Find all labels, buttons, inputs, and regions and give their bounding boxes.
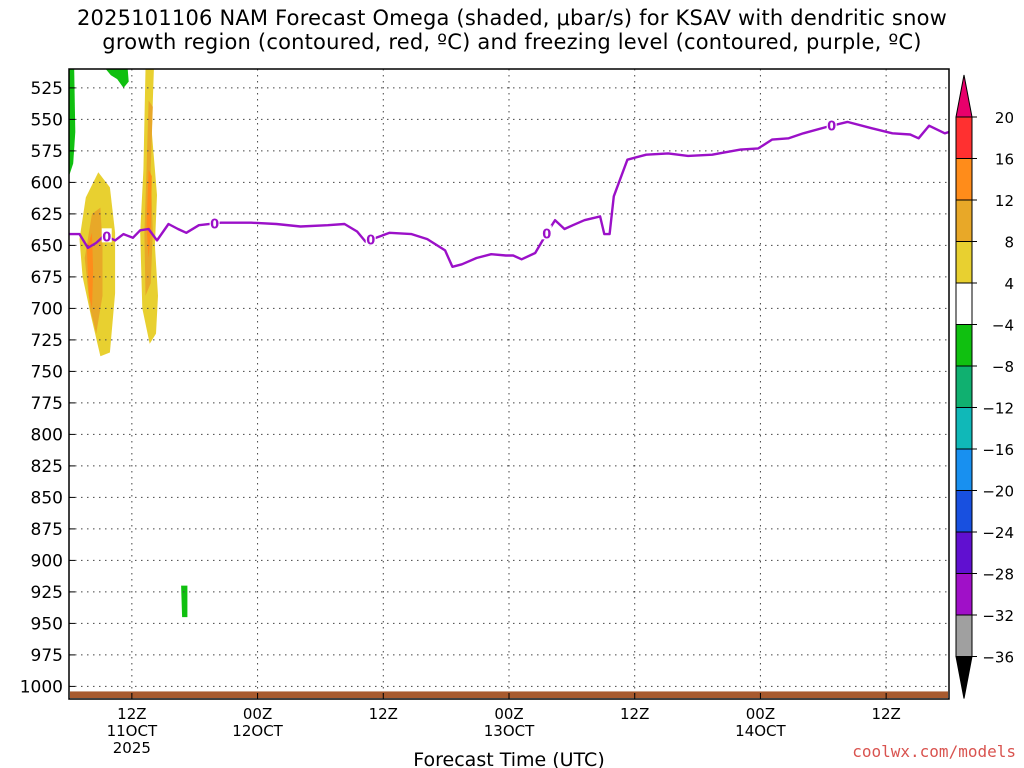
colorbar-swatch <box>955 365 973 408</box>
y-tick-label: 650 <box>31 236 63 256</box>
colorbar-label: −32 <box>982 607 1014 625</box>
y-axis: 525 550 575 600 625 650 675 700 725 750 775 800 825 8… <box>20 79 75 697</box>
y-tick-label: 675 <box>31 268 63 288</box>
colorbar-swatch <box>955 490 973 533</box>
colorbar-label: −20 <box>982 483 1014 501</box>
credit-text: coolwx.com/models <box>852 742 1016 761</box>
freezing-level-line <box>69 120 950 268</box>
omega-positive-region-10 <box>86 232 94 309</box>
y-tick-label: 800 <box>31 425 63 445</box>
x-tick-label: 11OCT <box>107 722 158 740</box>
colorbar-bottom-triangle <box>955 656 973 699</box>
x-axis-label: Forecast Time (UTC) <box>413 749 604 768</box>
colorbar-label: −36 <box>982 649 1014 667</box>
freezing-level-label-bg <box>541 225 552 240</box>
x-tick-label: 13OCT <box>484 722 535 740</box>
colorbar-swatch <box>955 199 973 242</box>
colorbar-swatch <box>955 407 973 450</box>
y-tick-label: 725 <box>31 331 63 351</box>
y-tick-label: 525 <box>31 79 63 99</box>
colorbar-label: −28 <box>982 566 1014 584</box>
colorbar-label: 12 <box>995 192 1014 210</box>
colorbar: 20 16 12 8 4 −4 −8 −12 −16 −20 −24 −28 −32 −36 <box>955 74 1014 699</box>
freezing-level-label: 0 <box>210 217 219 232</box>
colorbar-swatch <box>955 324 973 367</box>
omega-positive-region-3 <box>184 91 189 126</box>
omega-negative-region-1 <box>69 69 76 177</box>
y-tick-label: 1000 <box>20 677 63 697</box>
y-tick-label: 750 <box>31 362 63 382</box>
colorbar-label: −24 <box>982 524 1014 542</box>
colorbar-swatch <box>955 614 973 657</box>
grid-layer <box>69 69 949 699</box>
colorbar-swatch <box>955 573 973 616</box>
colorbar-label: 8 <box>1004 234 1014 252</box>
omega-positive-region-5 <box>515 544 541 634</box>
colorbar-swatch <box>955 531 973 574</box>
omega-positive-region-8 <box>84 207 103 334</box>
omega-positive-region-11 <box>146 169 152 258</box>
y-tick-label: 600 <box>31 173 63 193</box>
freezing-level-label: 0 <box>827 120 836 135</box>
omega-negative-region-3 <box>181 585 188 618</box>
y-tick-label: 575 <box>31 142 63 162</box>
x-tick-label: 2025 <box>113 739 151 757</box>
omega-positive-region-4 <box>498 472 518 548</box>
x-tick-label: 00Z <box>746 705 775 723</box>
omega-shading-layer <box>69 69 541 634</box>
colorbar-label: −4 <box>992 317 1014 335</box>
colorbar-label: −8 <box>992 358 1014 376</box>
x-tick-label: 00Z <box>494 705 523 723</box>
chart-title-line-2: growth region (contoured, red, ºC) and f… <box>102 30 922 54</box>
y-tick-label: 700 <box>31 299 63 319</box>
y-tick-label: 950 <box>31 614 63 634</box>
colorbar-top-triangle <box>955 74 973 118</box>
colorbar-swatch <box>955 158 973 201</box>
x-tick-label: 12OCT <box>232 722 283 740</box>
y-tick-label: 625 <box>31 205 63 225</box>
x-tick-label: 12Z <box>369 705 398 723</box>
x-tick-label: 00Z <box>243 705 272 723</box>
y-tick-label: 925 <box>31 583 63 603</box>
freezing-level-label-bg <box>101 228 112 243</box>
y-tick-label: 975 <box>31 646 63 666</box>
y-tick-label: 900 <box>31 551 63 571</box>
x-tick-label: 14OCT <box>735 722 786 740</box>
x-tick-label: 12Z <box>620 705 649 723</box>
colorbar-label: −12 <box>982 400 1014 418</box>
y-tick-label: 825 <box>31 457 63 477</box>
colorbar-label: 4 <box>1004 275 1014 293</box>
freezing-level-label-bg <box>826 117 837 132</box>
y-tick-label: 850 <box>31 488 63 508</box>
colorbar-label: −16 <box>982 441 1014 459</box>
y-tick-label: 875 <box>31 520 63 540</box>
colorbar-label: 16 <box>995 151 1014 169</box>
y-tick-label: 775 <box>31 394 63 414</box>
x-tick-label: 12Z <box>117 705 146 723</box>
x-tick-label: 12Z <box>871 705 900 723</box>
freezing-level-label: 0 <box>366 234 375 249</box>
freezing-level-label-bg <box>365 231 376 246</box>
freezing-level-label: 0 <box>542 227 551 242</box>
colorbar-swatch <box>955 116 973 159</box>
colorbar-swatch <box>955 282 973 325</box>
chart-title: 2025101106 NAM Forecast Omega (shaded, μ… <box>0 6 1024 54</box>
freezing-level-label-bg <box>209 215 220 230</box>
freezing-level-label: 0 <box>102 230 111 245</box>
y-tick-label: 550 <box>31 110 63 130</box>
colorbar-label: 20 <box>995 109 1014 127</box>
omega-negative-region-2 <box>105 69 129 88</box>
freezing-level-layer: 0 0 0 0 0 <box>69 117 950 268</box>
chart-title-line-1: 2025101106 NAM Forecast Omega (shaded, μ… <box>76 6 948 30</box>
colorbar-swatch <box>955 448 973 491</box>
colorbar-swatch <box>955 241 973 284</box>
